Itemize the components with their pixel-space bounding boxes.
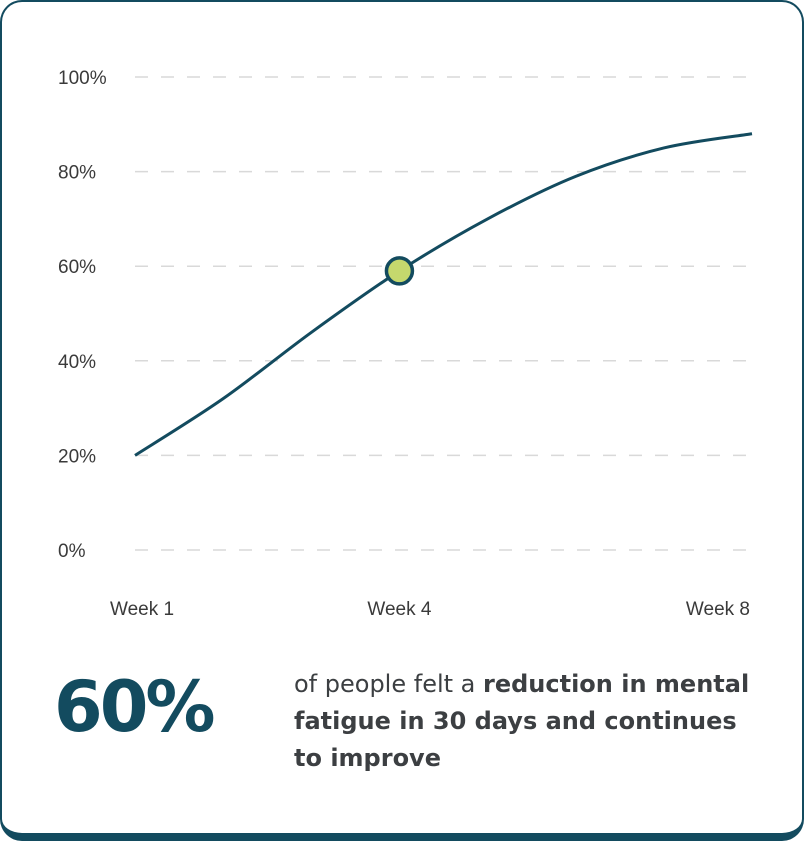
caption-bold: reduction in mental fatigue in 30 days a… (294, 670, 750, 772)
series-line (134, 132, 753, 457)
y-tick-label: 60% (58, 257, 96, 278)
line-chart: 0% 20% 40% 60% 80% 100% Week 1 Week 4 Week 8 (58, 68, 753, 620)
x-tick-label: Week 4 (367, 599, 432, 620)
x-tick-label: Week 8 (686, 599, 750, 620)
stat-caption: of people felt a reduction in mental fat… (294, 666, 764, 777)
x-tick-label: Week 1 (110, 599, 174, 620)
y-tick-label: 0% (58, 541, 86, 562)
stat-value: 60% (54, 666, 216, 748)
y-tick-label: 20% (58, 446, 96, 467)
highlight-point (384, 256, 415, 286)
caption-plain: of people felt a (294, 670, 483, 698)
y-tick-label: 80% (58, 163, 96, 184)
y-tick-label: 100% (58, 68, 107, 89)
y-tick-label: 40% (58, 352, 96, 373)
